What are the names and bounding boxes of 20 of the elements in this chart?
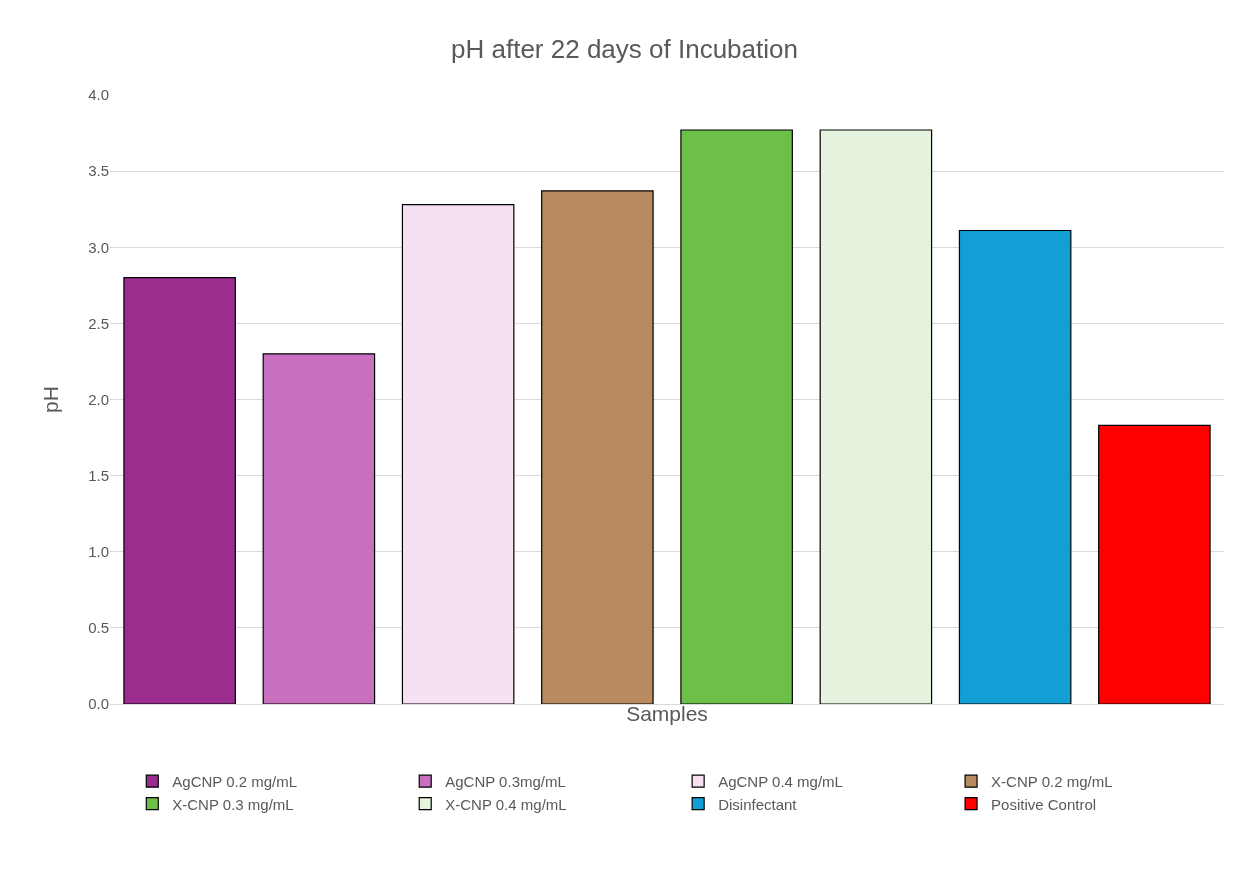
y-tick-label: 4.0: [88, 86, 109, 104]
y-tick-label: 0.0: [88, 695, 109, 713]
legend-label: X-CNP 0.4 mg/mL: [445, 795, 567, 813]
y-tick-label: 1.0: [88, 543, 109, 560]
legend-label: X-CNP 0.2 mg/mL: [991, 773, 1113, 790]
legend-label: Disinfectant: [718, 795, 798, 813]
y-tick-label: 1.5: [88, 466, 109, 484]
legend-label: AgCNP 0.2 mg/mL: [172, 773, 298, 790]
y-axis-title: pH: [39, 386, 62, 413]
legend-label: Positive Control: [991, 795, 1097, 813]
y-tick-label: 2.5: [88, 314, 109, 332]
y-tick-label: 3.0: [88, 238, 109, 256]
legend-label: X-CNP 0.3 mg/mL: [172, 795, 294, 813]
y-tick-label: 0.5: [88, 619, 109, 637]
chart-title: pH after 22 days of Incubation: [451, 34, 798, 65]
legend-label: AgCNP 0.4 mg/mL: [718, 773, 843, 790]
legend-label: AgCNP 0.3mg/mL: [445, 773, 566, 790]
y-tick-label: 2.0: [88, 390, 109, 408]
x-axis-title: Samples: [626, 702, 708, 726]
y-tick-label: 3.5: [88, 162, 109, 180]
